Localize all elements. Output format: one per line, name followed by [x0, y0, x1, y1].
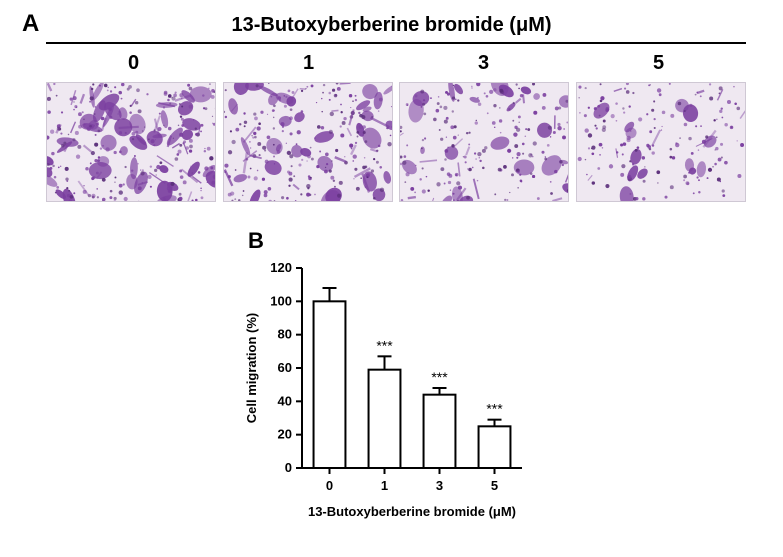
svg-text:***: ***: [431, 369, 448, 385]
svg-text:120: 120: [270, 260, 292, 275]
svg-text:5: 5: [491, 478, 498, 493]
dose-label-1: 1: [224, 52, 394, 75]
micrograph-2: [399, 82, 569, 202]
micrograph-0: [46, 82, 216, 202]
micrographs-row: [46, 82, 746, 202]
svg-text:80: 80: [278, 327, 292, 342]
svg-text:100: 100: [270, 293, 292, 308]
svg-text:***: ***: [486, 401, 503, 417]
svg-text:60: 60: [278, 360, 292, 375]
svg-text:0: 0: [285, 460, 292, 475]
svg-text:***: ***: [376, 337, 393, 353]
svg-text:3: 3: [436, 478, 443, 493]
dose-label-2: 3: [399, 52, 569, 75]
compound-title: 13-Butoxyberberine bromide (μM): [0, 14, 783, 37]
micrograph-3: [576, 82, 746, 202]
dose-labels-row: 0 1 3 5: [46, 52, 746, 75]
svg-text:0: 0: [326, 478, 333, 493]
title-underline: [46, 42, 746, 44]
svg-text:13-Butoxyberberine bromide (μM: 13-Butoxyberberine bromide (μM): [308, 504, 516, 519]
svg-text:40: 40: [278, 393, 292, 408]
dose-label-3: 5: [574, 52, 744, 75]
bar-chart: 0 20 40 60 80 100 120 0 *** 1 *** 3 *** 5 Cell migrati…: [228, 250, 558, 540]
svg-text:1: 1: [381, 478, 388, 493]
svg-text:20: 20: [278, 427, 292, 442]
dose-label-0: 0: [49, 52, 219, 75]
micrograph-1: [223, 82, 393, 202]
svg-text:Cell migration (%): Cell migration (%): [244, 313, 259, 424]
